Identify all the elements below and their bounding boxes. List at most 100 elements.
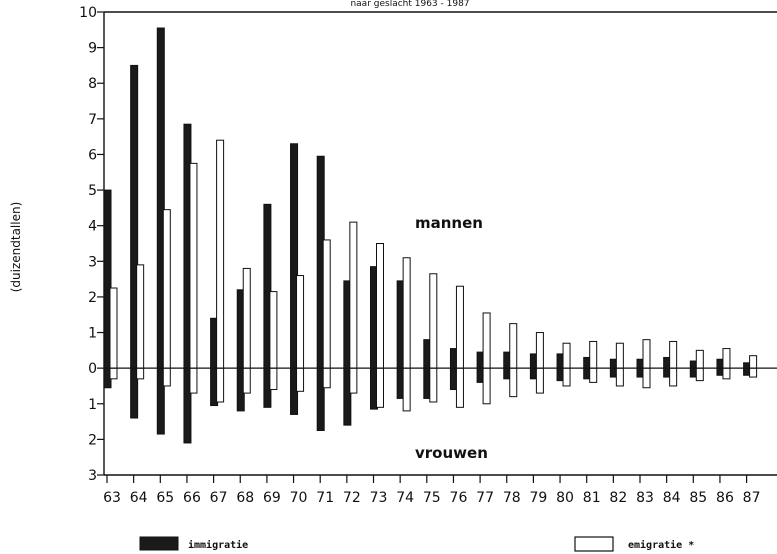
legend-emigratie-label: emigratie * [628, 539, 694, 551]
y-tick-label: 2 [88, 290, 97, 306]
emigratie-bar [402, 367, 411, 412]
y-tick-label: 6 [88, 147, 97, 163]
x-tick-label: 64 [130, 490, 148, 506]
emigratie-bar [296, 275, 305, 369]
emigratie-bar [216, 139, 225, 369]
emigratie-bar [509, 323, 518, 369]
y-tick-label: 7 [88, 112, 97, 128]
emigratie-bar [349, 367, 358, 394]
legend-emigratie-swatch [574, 536, 614, 552]
x-tick-label: 74 [396, 490, 414, 506]
y-tick-label: 5 [88, 183, 97, 199]
emigratie-bar [162, 367, 171, 387]
emigratie-bar [216, 367, 225, 403]
emigratie-bar [322, 367, 331, 389]
emigratie-bar [455, 367, 464, 408]
y-tick-label: 1 [88, 397, 97, 413]
emigratie-bar [322, 239, 331, 369]
legend-immigratie-label: immigratie [188, 539, 248, 551]
emigratie-bar [296, 367, 305, 392]
emigratie-bar [722, 367, 731, 380]
emigratie-bar [535, 367, 544, 394]
emigratie-bar [269, 291, 278, 369]
y-tick-label: 4 [88, 219, 97, 235]
mannen-annotation: mannen [415, 214, 483, 232]
x-tick-label: 87 [743, 490, 761, 506]
x-tick-label: 70 [290, 490, 308, 506]
emigratie-bar [349, 221, 358, 369]
x-tick-label: 79 [529, 490, 547, 506]
emigratie-bar [109, 287, 118, 369]
y-tick-label: 3 [88, 468, 97, 484]
emigratie-bar [615, 367, 624, 387]
emigratie-bar [642, 367, 651, 389]
emigratie-bar [482, 367, 491, 405]
x-tick-label: 76 [450, 490, 468, 506]
emigratie-bar [695, 367, 704, 382]
emigratie-bar [589, 367, 598, 383]
x-tick-label: 69 [263, 490, 281, 506]
y-tick-label: 2 [88, 432, 97, 448]
emigratie-bar [695, 349, 704, 369]
emigratie-bar [642, 339, 651, 369]
emigratie-bar [242, 367, 251, 394]
x-tick-label: 85 [689, 490, 707, 506]
y-tick-label: 10 [79, 5, 97, 21]
y-tick-label: 8 [88, 76, 97, 92]
x-tick-label: 86 [716, 490, 734, 506]
emigratie-bar [455, 285, 464, 369]
emigratie-bar [269, 367, 278, 391]
legend: immigratie emigratie * [139, 536, 694, 552]
x-tick-label: 72 [343, 490, 361, 506]
emigratie-bar [749, 355, 758, 369]
y-tick-label: 1 [88, 326, 97, 342]
y-axis-title: (duizendtallen) [9, 202, 23, 293]
x-tick-label: 65 [156, 490, 174, 506]
emigratie-bar [376, 367, 384, 408]
emigratie-bar [162, 209, 171, 369]
x-tick-label: 66 [183, 490, 201, 506]
x-tick-label: 83 [636, 490, 654, 506]
chart-title: naar geslacht 1963 - 1987 [350, 0, 469, 9]
emigratie-bar [615, 342, 624, 369]
emigratie-bar [429, 273, 438, 369]
emigratie-bar [509, 367, 518, 398]
emigratie-bar [535, 332, 544, 369]
x-tick-label: 81 [583, 490, 601, 506]
emigratie-bar [562, 342, 571, 369]
emigratie-bar [402, 257, 411, 369]
x-tick-label: 73 [370, 490, 388, 506]
emigratie-bar [749, 367, 758, 378]
y-tick-label: 9 [88, 41, 97, 57]
emigratie-bar [376, 243, 384, 369]
emigratie-bar [429, 367, 438, 403]
emigratie-bar [109, 367, 118, 380]
x-tick-label: 78 [503, 490, 521, 506]
emigratie-bar [189, 367, 198, 394]
x-tick-label: 67 [210, 490, 228, 506]
x-tick-label: 82 [609, 490, 627, 506]
x-tick-label: 75 [423, 490, 441, 506]
emigratie-bar [189, 162, 198, 369]
emigratie-bar [589, 340, 598, 369]
vrouwen-annotation: vrouwen [415, 444, 488, 462]
x-tick-label: 68 [236, 490, 254, 506]
emigratie-bar [722, 348, 731, 369]
legend-immigratie-swatch [139, 536, 179, 551]
y-tick-label: 0 [88, 361, 97, 377]
emigratie-bar [562, 367, 571, 387]
bars-layer [103, 27, 758, 444]
emigratie-bar [669, 367, 678, 387]
emigratie-bar [669, 340, 678, 369]
x-tick-label: 63 [103, 490, 121, 506]
y-tick-label: 3 [88, 254, 97, 270]
emigratie-bar [136, 264, 145, 369]
emigratie-bar [242, 267, 251, 369]
x-tick-label: 71 [316, 490, 334, 506]
emigratie-bar [136, 367, 145, 380]
x-tick-label: 77 [476, 490, 494, 506]
x-tick-label: 84 [663, 490, 681, 506]
